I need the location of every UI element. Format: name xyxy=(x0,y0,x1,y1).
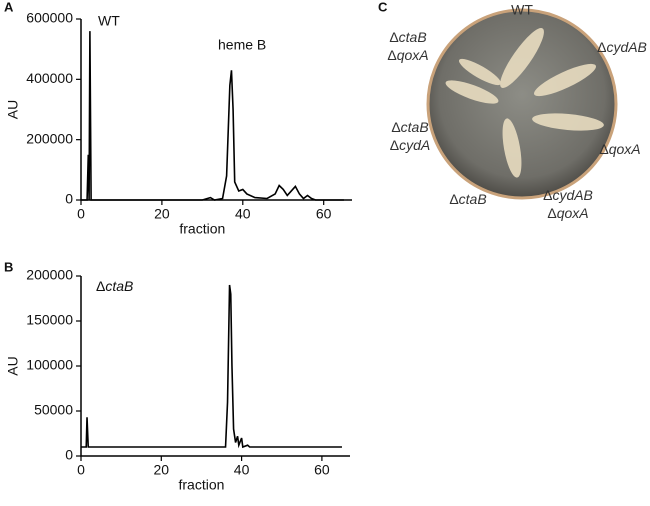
strain-label: WT xyxy=(511,2,533,18)
strain-label: ΔctaB xyxy=(449,191,486,207)
axes xyxy=(80,276,350,457)
strain-label: ΔctaB xyxy=(391,119,428,135)
x-tick-label: 40 xyxy=(235,206,251,222)
y-axis-label: AU xyxy=(5,356,21,375)
plate-photo xyxy=(426,8,618,200)
y-tick-label: 0 xyxy=(65,191,73,207)
y-tick-label: 0 xyxy=(65,447,73,463)
strain-label: ΔqoxA xyxy=(547,205,588,221)
annotation: WT xyxy=(98,13,120,29)
y-tick-label: 100000 xyxy=(26,357,73,373)
trace xyxy=(81,284,342,449)
y-tick-label: 600000 xyxy=(26,10,73,26)
x-tick-label: 20 xyxy=(154,462,170,478)
panel-letter: A xyxy=(4,0,14,14)
strain-label: ΔcydA xyxy=(390,137,430,153)
y-tick-label: 150000 xyxy=(26,312,73,328)
strain-label: ΔcydAB xyxy=(597,39,647,55)
panel-letter: B xyxy=(4,259,13,274)
y-tick-label: 200000 xyxy=(26,267,73,283)
x-tick-label: 60 xyxy=(314,462,330,478)
trace xyxy=(81,31,344,201)
x-tick-label: 0 xyxy=(77,206,85,222)
strain-label: ΔctaB xyxy=(389,29,426,45)
x-tick-label: 60 xyxy=(316,206,332,222)
y-axis-label: AU xyxy=(5,100,21,119)
x-axis-label: fraction xyxy=(178,477,224,493)
annotation: heme B xyxy=(218,37,266,53)
x-axis-label: fraction xyxy=(179,221,225,237)
y-tick-label: 200000 xyxy=(26,130,73,146)
x-tick-label: 20 xyxy=(154,206,170,222)
strain-label: ΔqoxA xyxy=(599,141,640,157)
strain-label: ΔcydAB xyxy=(543,187,593,203)
annotation: ΔctaB xyxy=(96,278,133,294)
y-tick-label: 400000 xyxy=(26,70,73,86)
y-tick-label: 50000 xyxy=(34,402,73,418)
x-tick-label: 0 xyxy=(77,462,85,478)
strain-label: ΔqoxA xyxy=(387,47,428,63)
axes xyxy=(80,19,352,201)
x-tick-label: 40 xyxy=(234,462,250,478)
panel-letter: C xyxy=(378,0,388,14)
